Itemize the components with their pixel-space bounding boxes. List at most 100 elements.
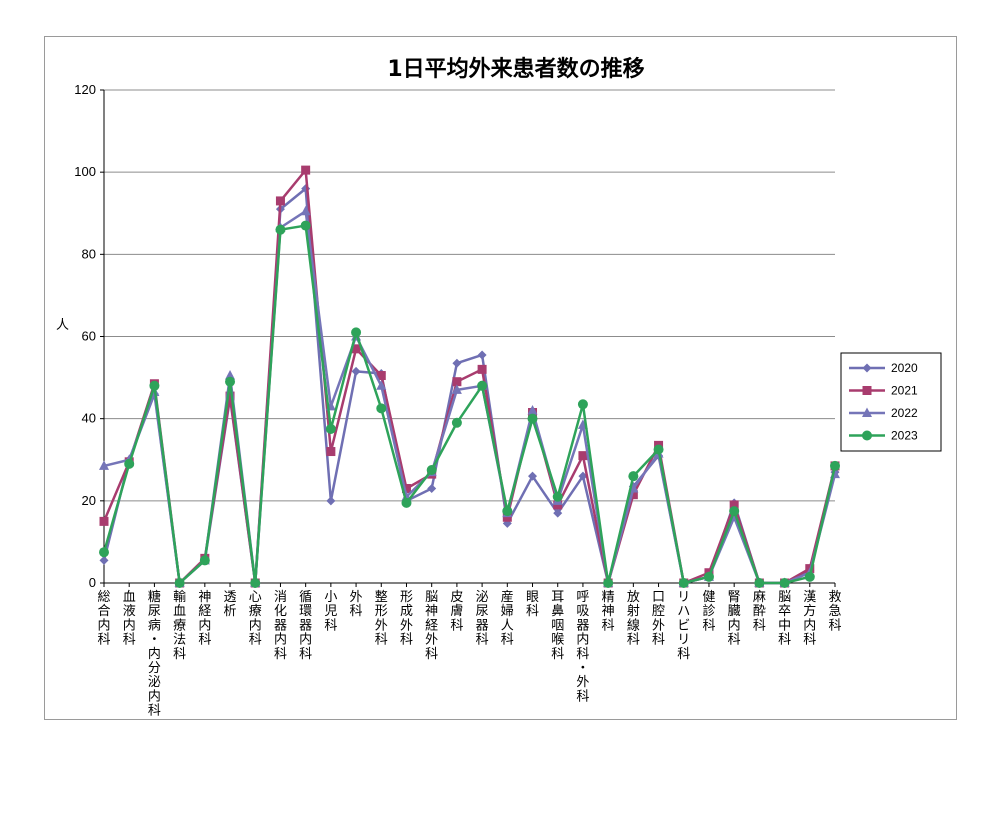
y-tick-label: 100	[74, 164, 96, 179]
x-tick-label-char: 血	[173, 604, 186, 619]
x-tick-label-char: 析	[224, 604, 237, 619]
x-tick-label-char: 法	[173, 633, 186, 648]
data-point	[301, 165, 311, 175]
legend-label-2021: 2021	[891, 384, 918, 398]
data-point	[376, 380, 387, 390]
x-tick-label-char: 外	[400, 618, 413, 633]
x-tick-label-char: 血	[123, 590, 136, 605]
data-point	[124, 458, 135, 469]
data-point	[830, 460, 840, 471]
data-point	[250, 578, 261, 588]
x-tick-label-char: 科	[400, 633, 413, 648]
x-tick-label-char: 科	[450, 618, 463, 633]
x-tick-label-char: 科	[753, 618, 766, 633]
x-tick-label-char: 科	[173, 647, 186, 662]
legend: 2020 2021 2022 2023	[840, 352, 942, 452]
x-tick-label-char: 喉	[551, 633, 564, 648]
data-point	[427, 484, 437, 494]
data-point	[174, 578, 185, 588]
x-tick-label-char: 科	[123, 633, 136, 648]
data-point	[729, 506, 740, 517]
x-tick-label-char: 経	[198, 604, 211, 619]
x-tick-label-char: 外	[375, 618, 388, 633]
x-tick-label-char: 科	[803, 633, 816, 648]
x-tick-label-char: 線	[627, 617, 640, 633]
x-tick-labels: 総合内科血液内科糖尿病・内分泌内科輸血療法科神経内科透析心療内科消化器内科循環器…	[97, 589, 841, 719]
x-tick-label-char: 鼻	[551, 603, 564, 619]
legend-label-2022: 2022	[891, 406, 918, 420]
x-tick-label-char: 脳	[425, 590, 438, 605]
data-point	[452, 377, 462, 387]
x-tick-label-char: 耳	[551, 590, 564, 605]
x-tick-label-char: 泌	[476, 590, 489, 605]
x-tick-label-char: 外	[576, 675, 589, 690]
x-tick-label-char: 成	[400, 604, 413, 619]
x-tick-label-char: 科	[476, 633, 489, 648]
x-tick-label-char: 神	[602, 604, 615, 619]
x-tick-label-char: 吸	[576, 604, 589, 619]
data-point	[603, 578, 614, 588]
x-tick-label-char: 科	[551, 647, 564, 662]
x-tick-label-char: 内	[123, 617, 136, 633]
data-point	[99, 460, 109, 470]
x-tick-label-char: 泌	[148, 675, 161, 690]
data-point	[300, 220, 311, 231]
x-tick-label-char: 人	[501, 618, 514, 633]
x-tick-label-char: 射	[627, 603, 640, 619]
x-tick-label-char: 内	[274, 632, 287, 648]
x-tick-label-char: 内	[299, 632, 312, 648]
data-point	[275, 196, 285, 206]
y-tick-label: 40	[82, 411, 96, 426]
x-tick-label-char: 形	[375, 604, 388, 619]
series-line-2020	[102, 187, 837, 585]
x-tick-label-char: 科	[350, 604, 363, 619]
data-point	[225, 391, 235, 401]
x-tick-label-char: 腔	[652, 604, 665, 619]
x-tick-label-char: 外	[652, 618, 665, 633]
data-point	[578, 471, 588, 481]
data-point	[351, 344, 361, 354]
x-tick-label-char: 科	[425, 647, 438, 662]
x-tick-label-char: 科	[324, 618, 337, 633]
x-tick-label-char: 循	[299, 590, 312, 605]
x-tick-label-char: 内	[728, 617, 741, 633]
x-tick-label-char: 臓	[728, 604, 741, 619]
x-tick-label-char: 総	[97, 590, 110, 605]
y-tick-label: 120	[74, 82, 96, 97]
x-tick-label-char: 急	[828, 604, 841, 619]
x-tick-label-char: 経	[425, 618, 438, 633]
x-tick-label-char: ビ	[677, 618, 690, 633]
x-tick-label-char: ・	[148, 633, 161, 648]
x-tick-label-char: 精	[602, 590, 615, 605]
data-point	[552, 491, 563, 502]
x-tick-label-char: 神	[198, 590, 211, 605]
data-point	[628, 471, 639, 482]
x-tick-label-char: 病	[148, 618, 161, 633]
x-tick-label-char: 合	[97, 604, 110, 619]
x-tick-label-char: 脳	[778, 590, 791, 605]
data-point	[376, 403, 387, 414]
x-tick-label-char: 酔	[753, 604, 766, 619]
data-point	[577, 399, 588, 410]
x-tick-label-char: 科	[627, 633, 640, 648]
x-tick-label-char: 腎	[728, 590, 741, 605]
x-tick-label-char: 健	[702, 590, 715, 605]
data-point	[502, 512, 512, 522]
data-point	[703, 571, 714, 582]
x-tick-label-char: 呼	[576, 590, 589, 605]
y-tick-label: 0	[89, 575, 96, 590]
x-tick-label-char: 内	[249, 617, 262, 633]
x-tick-label-char: 科	[501, 633, 514, 648]
x-tick-label-char: 救	[828, 589, 841, 605]
grid	[104, 89, 835, 502]
x-tick-label-char: 整	[375, 590, 388, 605]
x-tick-label-char: 外	[350, 590, 363, 605]
x-tick-label-char: 科	[148, 704, 161, 719]
x-tick-label-char: 器	[476, 618, 489, 633]
x-tick-label-char: 器	[576, 618, 589, 633]
x-tick-label-char: 科	[299, 647, 312, 662]
x-tick-label-char: 尿	[476, 604, 489, 619]
y-tick-label: 60	[82, 329, 96, 344]
data-point	[275, 224, 286, 235]
x-tick-label-char: 膚	[450, 603, 463, 619]
